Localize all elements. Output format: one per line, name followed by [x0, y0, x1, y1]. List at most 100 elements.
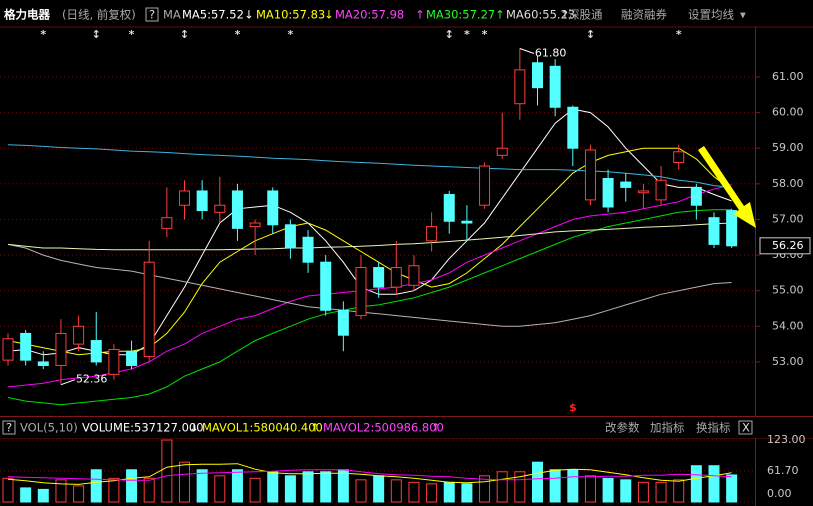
plot-area: 53.0054.0055.0056.0057.0058.0059.0060.00… — [0, 28, 811, 503]
volume-bar — [496, 471, 508, 503]
volume-bar — [637, 481, 649, 503]
y-tick-label: 123.00 — [767, 433, 806, 446]
volume-bar — [73, 485, 85, 503]
annotation-label: 61.80 — [535, 47, 567, 60]
candle-body — [620, 181, 632, 188]
candle-body — [337, 309, 349, 336]
stock-name: 格力电器 — [4, 8, 50, 22]
volume-bar — [55, 479, 67, 503]
candle-body — [231, 190, 243, 229]
volume-bar — [373, 475, 385, 503]
help[interactable]: ? — [149, 8, 155, 22]
mavol-line — [7, 469, 732, 481]
ma-value: MA30:57.27 — [426, 8, 495, 22]
volume-bar — [2, 477, 14, 503]
vol-arrow: ↑ — [431, 421, 441, 435]
volume-bar — [655, 481, 667, 503]
ma-arrow: ↑ — [495, 8, 505, 22]
candle-body — [690, 186, 702, 206]
candle-body — [549, 65, 561, 108]
volume-bar — [532, 461, 543, 503]
volume-bar — [161, 439, 173, 503]
candle-body — [284, 224, 296, 249]
y-tick-label: 57.00 — [772, 212, 804, 225]
vol-value: MAVOL1:580040.400 — [202, 421, 323, 435]
y-tick-label: 61.70 — [767, 464, 799, 477]
candle-body — [443, 194, 455, 222]
volume-bar — [355, 479, 367, 503]
volume-bar — [126, 469, 138, 503]
help[interactable]: ? — [6, 421, 12, 435]
volume-bar — [708, 465, 720, 503]
volume-bar — [390, 479, 402, 503]
candle-body — [637, 190, 649, 194]
ma-line — [7, 209, 732, 406]
ma-arrow: ↓ — [324, 8, 334, 22]
volume-bar — [231, 469, 243, 503]
link[interactable]: 深股通 — [568, 8, 603, 22]
vol-value: MAVOL2:500986.800 — [323, 421, 444, 435]
volume-bar — [37, 488, 49, 503]
help-box[interactable] — [145, 7, 159, 22]
link[interactable]: 融资融券 — [621, 8, 667, 22]
event-marker: * — [482, 28, 488, 41]
ma-label: MA — [163, 8, 181, 22]
price-tag-label: 56.26 — [772, 239, 804, 252]
candle-body — [320, 261, 332, 311]
close-box[interactable] — [738, 420, 753, 435]
volume-bar — [690, 465, 702, 503]
candle-body — [143, 261, 155, 358]
candle-body — [249, 222, 261, 228]
link[interactable]: 设置均线 — [688, 8, 734, 22]
candle-body — [461, 220, 473, 224]
volume-bar — [267, 471, 279, 503]
y-tick-label: 55.00 — [772, 284, 804, 297]
ma-line — [7, 184, 732, 388]
ma-value: MA10:57.83 — [256, 8, 325, 22]
button[interactable]: 改参数 — [605, 421, 640, 435]
event-marker: $ — [569, 401, 577, 414]
candle-body — [373, 267, 385, 288]
volume-bar — [479, 475, 491, 503]
y-tick-label: 59.00 — [772, 141, 804, 154]
close[interactable]: X — [742, 421, 750, 435]
event-marker: ↕ — [180, 28, 189, 41]
candle-body — [567, 106, 579, 149]
volume-bar — [196, 469, 208, 503]
candle-body — [37, 361, 49, 366]
volume-bar — [143, 477, 155, 503]
volume-bar — [179, 461, 190, 503]
dropdown[interactable]: ▾ — [740, 8, 746, 22]
y-tick-label: 53.00 — [772, 355, 804, 368]
event-marker: * — [464, 28, 470, 41]
volume-bar — [108, 477, 120, 503]
button[interactable]: 换指标 — [696, 421, 731, 435]
event-marker: * — [235, 28, 241, 41]
help-box[interactable] — [2, 420, 16, 435]
y-tick-label: 54.00 — [772, 319, 804, 332]
highlight-arrow — [698, 146, 756, 228]
ma-line — [7, 243, 732, 327]
volume-bar — [249, 477, 261, 503]
candle-body — [584, 149, 596, 201]
volume-bar — [408, 481, 420, 503]
candle-body — [214, 204, 226, 213]
ma-value: MA5:57.52 — [182, 8, 244, 22]
candle-body — [655, 179, 667, 201]
annotation-pointer — [519, 48, 535, 54]
volume-bar — [620, 479, 632, 503]
ma-line — [7, 144, 732, 188]
volume-bar — [726, 474, 738, 503]
candle-body — [726, 210, 738, 247]
candle-body — [602, 178, 614, 208]
price-tag — [759, 237, 811, 255]
event-marker: * — [40, 28, 46, 41]
candle-body — [532, 62, 543, 89]
event-marker: ↕ — [586, 28, 595, 41]
button[interactable]: 加指标 — [650, 421, 685, 435]
annotation-pointer — [60, 379, 76, 386]
y-tick-label: 61.00 — [772, 70, 804, 83]
ma-line — [7, 222, 732, 251]
